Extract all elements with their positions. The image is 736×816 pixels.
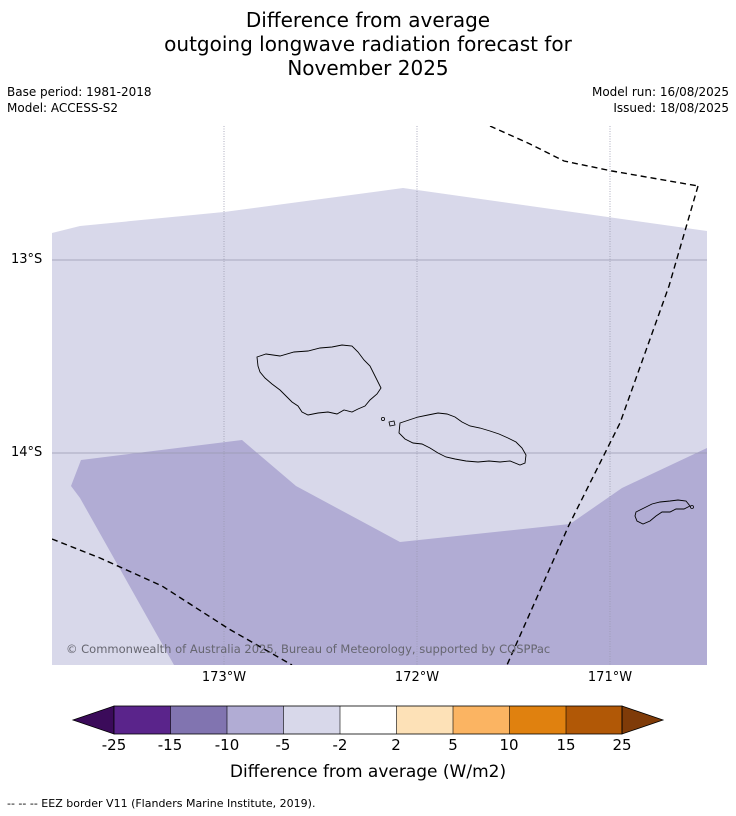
title-line-2: outgoing longwave radiation forecast for — [164, 32, 572, 56]
colorbar-extend-low — [71, 705, 115, 735]
colorbar-bin-minus25-minus15 — [114, 706, 171, 734]
colorbar — [71, 705, 665, 735]
small-island-2 — [388, 420, 396, 427]
map-title: Difference from average outgoing longwav… — [0, 8, 736, 80]
map-panel: © Commonwealth of Australia 2025, Bureau… — [52, 126, 707, 665]
eez-border-southwest — [52, 538, 293, 665]
colorbar-tick: -15 — [157, 736, 183, 754]
graticule — [52, 126, 707, 665]
aunuu-island — [690, 505, 694, 509]
lon-label-173w: 173°W — [201, 670, 247, 685]
title-line-1: Difference from average — [245, 8, 491, 32]
eez-border-east — [506, 185, 699, 665]
colorbar-extend-high — [621, 705, 665, 735]
copyright-text: © Commonwealth of Australia 2025, Bureau… — [66, 642, 550, 656]
colorbar-tick: 2 — [391, 736, 401, 754]
colorbar-bin-minus10-minus5 — [227, 706, 284, 734]
small-island-1 — [380, 416, 385, 421]
colorbar-bin-minus15-minus10 — [170, 706, 227, 734]
colorbar-dividers — [170, 706, 567, 734]
lat-label-13s: 13°S — [11, 252, 43, 267]
issued-date: Issued: 18/08/2025 — [613, 101, 729, 115]
colorbar-bin-minus5-minus2 — [283, 706, 340, 734]
colorbar-tick: 5 — [448, 736, 458, 754]
model-name: Model: ACCESS-S2 — [7, 101, 119, 115]
meta-left: Base period: 1981-2018 Model: ACCESS-S2 — [7, 84, 152, 116]
savaii-island — [256, 344, 382, 416]
eez-border-north — [489, 126, 699, 187]
lon-label-172w: 172°W — [394, 670, 440, 685]
colorbar-bin-10-15 — [509, 706, 566, 734]
colorbar-bin-minus2-2 — [340, 706, 397, 734]
meta-right: Model run: 16/08/2025 Issued: 18/08/2025 — [592, 84, 729, 116]
base-period: Base period: 1981-2018 — [7, 85, 152, 99]
colorbar-tick: -5 — [275, 736, 291, 754]
upolu-island — [398, 412, 527, 466]
colorbar-outline — [113, 705, 623, 735]
colorbar-title: Difference from average (W/m2) — [229, 762, 507, 782]
lat-label-14s: 14°S — [11, 445, 43, 460]
colorbar-tick: 25 — [612, 736, 632, 754]
colorbar-tick: 10 — [499, 736, 519, 754]
map-svg: © Commonwealth of Australia 2025, Bureau… — [52, 126, 707, 665]
title-line-3: November 2025 — [287, 56, 449, 80]
colorbar-tick: -10 — [214, 736, 240, 754]
region-minus10-minus5 — [71, 440, 707, 665]
eez-borders — [52, 126, 699, 665]
model-run: Model run: 16/08/2025 — [591, 85, 729, 99]
colorbar-bin-2-5 — [396, 706, 453, 734]
colorbar-bin-15-25 — [566, 706, 622, 734]
colorbar-tick: 15 — [556, 736, 576, 754]
colorbar-tick: -2 — [332, 736, 348, 754]
eez-legend: -- -- -- EEZ border V11 (Flanders Marine… — [7, 797, 316, 810]
lon-label-171w: 171°W — [587, 670, 633, 685]
colorbar-tick: -25 — [101, 736, 127, 754]
colorbar-bin-5-10 — [453, 706, 510, 734]
tutuila-island — [634, 499, 691, 525]
